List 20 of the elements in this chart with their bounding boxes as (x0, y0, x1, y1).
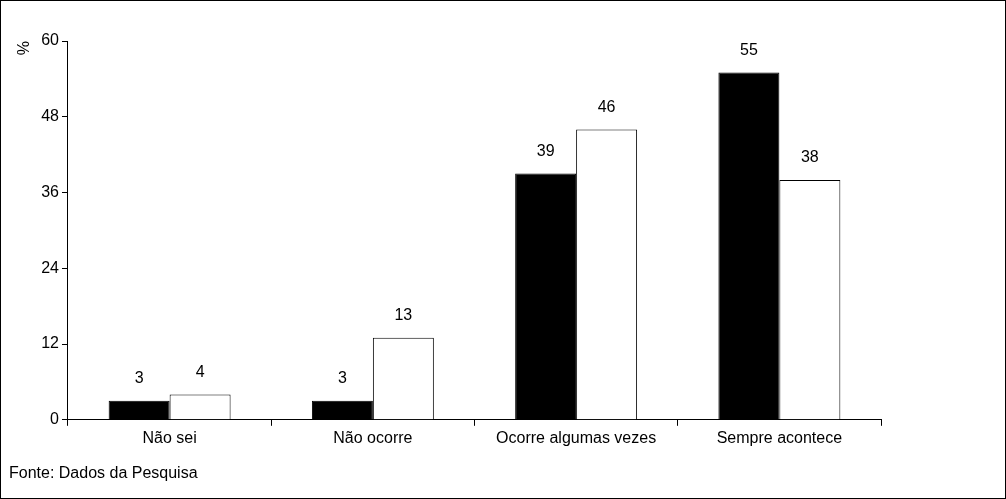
x-tick-label: Não sei (142, 428, 197, 446)
y-tick-label: 24 (41, 258, 60, 276)
y-tick-label: 60 (41, 31, 60, 49)
data-label: 39 (536, 141, 555, 159)
data-label: 55 (739, 40, 758, 58)
y-tick-label: 0 (50, 410, 60, 428)
y-axis-title: % (15, 41, 33, 56)
data-label: 4 (195, 362, 205, 380)
data-label: 3 (337, 369, 347, 387)
x-tick-label: Não ocorre (333, 428, 413, 446)
x-tick-label: Ocorre algumas vezes (496, 428, 657, 446)
data-label: 38 (800, 148, 819, 166)
data-label: 46 (597, 97, 616, 115)
x-tick-label: Sempre acontece (716, 428, 843, 446)
source-note: Fonte: Dados da Pesquisa (9, 464, 198, 482)
data-label: 13 (394, 306, 413, 324)
y-tick-label: 12 (41, 334, 60, 352)
y-tick-label: 36 (41, 182, 60, 200)
data-label: 3 (134, 369, 144, 387)
y-tick-label: 48 (41, 107, 60, 125)
